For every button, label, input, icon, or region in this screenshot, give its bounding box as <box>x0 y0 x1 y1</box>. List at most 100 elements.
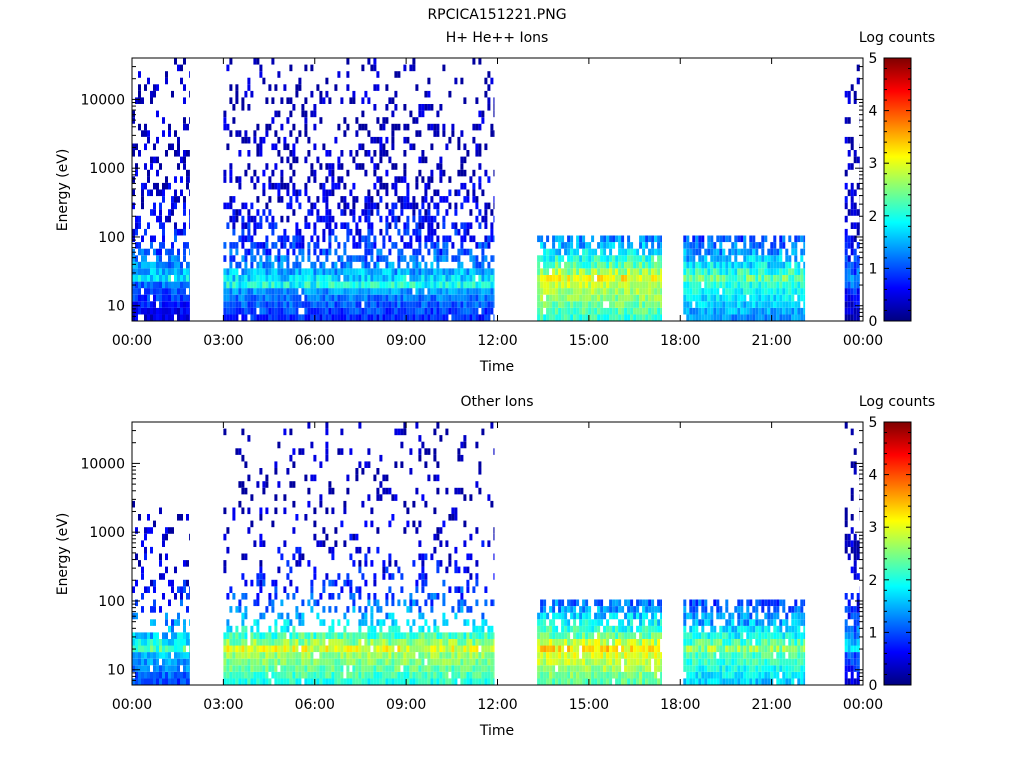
heatmap-cell <box>642 314 646 321</box>
heatmap-cell <box>430 606 434 613</box>
heatmap-cell <box>244 136 248 144</box>
heatmap-cell <box>788 307 792 315</box>
heatmap-cell <box>289 150 293 157</box>
heatmap-cell <box>244 294 248 302</box>
heatmap-cell <box>397 176 401 183</box>
heatmap-cell <box>463 441 467 449</box>
heatmap-cell <box>271 599 275 607</box>
heatmap-cell <box>298 248 302 256</box>
heatmap-cell <box>186 658 189 666</box>
heatmap-cell <box>579 658 583 666</box>
heatmap-cell <box>268 196 272 203</box>
heatmap-cell <box>561 235 565 243</box>
heatmap-cell <box>576 652 580 659</box>
heatmap-cell <box>698 281 702 289</box>
heatmap-cell <box>352 307 356 315</box>
heatmap-cell <box>627 268 631 275</box>
heatmap-cell <box>612 255 616 262</box>
heatmap-cell <box>165 268 168 275</box>
heatmap-cell <box>788 314 792 321</box>
heatmap-cell <box>600 268 604 275</box>
heatmap-cell <box>797 261 801 269</box>
heatmap-cell <box>451 639 455 646</box>
heatmap-cell <box>570 665 574 672</box>
heatmap-cell <box>180 288 183 295</box>
heatmap-cell <box>463 281 467 289</box>
heatmap-cell <box>549 248 553 256</box>
heatmap-cell <box>406 281 410 289</box>
heatmap-cell <box>319 182 323 190</box>
heatmap-cell <box>171 586 174 593</box>
heatmap-cell <box>144 275 147 282</box>
heatmap-cell <box>232 288 236 295</box>
heatmap-cell <box>445 301 449 308</box>
heatmap-cell <box>138 222 141 229</box>
heatmap-cell <box>171 242 174 249</box>
heatmap-cell <box>475 301 479 308</box>
colorbar-label: Log counts <box>859 394 935 410</box>
heatmap-cell <box>475 645 479 653</box>
heatmap-cell <box>788 235 792 243</box>
heatmap-cell <box>764 275 768 282</box>
heatmap-cell <box>573 665 577 672</box>
heatmap-cell <box>603 242 607 249</box>
heatmap-cell <box>349 228 353 236</box>
heatmap-cell <box>847 117 851 124</box>
heatmap-cell <box>442 678 446 685</box>
heatmap-cell <box>183 632 186 639</box>
heatmap-cell <box>268 665 272 672</box>
heatmap-cell <box>412 255 416 262</box>
heatmap-cell <box>232 514 236 521</box>
heatmap-cell <box>373 579 377 587</box>
heatmap-cell <box>472 275 476 282</box>
heatmap-cell <box>418 632 422 639</box>
heatmap-cell <box>543 665 547 672</box>
heatmap-cell <box>301 645 305 653</box>
heatmap-cell <box>448 176 452 183</box>
heatmap-cell <box>310 579 314 587</box>
heatmap-cell <box>141 182 144 190</box>
heatmap-cell <box>579 639 583 646</box>
heatmap-cell <box>457 281 461 289</box>
heatmap-cell <box>298 632 302 639</box>
heatmap-cell <box>334 222 338 229</box>
heatmap-cell <box>394 90 398 98</box>
heatmap-cell <box>319 619 323 626</box>
heatmap-cell <box>316 301 320 308</box>
heatmap-cell <box>698 235 702 243</box>
heatmap-cell <box>421 281 425 289</box>
heatmap-cell <box>229 248 233 256</box>
heatmap-cell <box>147 268 150 275</box>
heatmap-cell <box>850 189 854 197</box>
heatmap-cell <box>779 248 783 256</box>
heatmap-cell <box>409 235 413 243</box>
heatmap-cell <box>364 645 368 653</box>
heatmap-cell <box>253 645 257 653</box>
heatmap-cell <box>397 288 401 295</box>
heatmap-cell <box>475 314 479 321</box>
heatmap-cell <box>856 268 860 275</box>
heatmap-cell <box>265 294 269 302</box>
heatmap-cell <box>454 268 458 275</box>
heatmap-cell <box>367 645 371 653</box>
heatmap-cell <box>460 645 464 653</box>
heatmap-cell <box>247 222 251 229</box>
heatmap-cell <box>165 71 168 78</box>
heatmap-cell <box>579 632 583 639</box>
heatmap-cell <box>749 248 753 256</box>
heatmap-cell <box>147 632 150 639</box>
heatmap-cell <box>460 235 464 243</box>
heatmap-cell <box>277 110 281 118</box>
heatmap-cell <box>427 671 431 679</box>
heatmap-cell <box>403 307 407 315</box>
heatmap-cell <box>850 235 854 243</box>
heatmap-cell <box>406 606 410 613</box>
heatmap-cell <box>316 314 320 321</box>
heatmap-cell <box>478 294 482 302</box>
heatmap-cell <box>153 606 156 613</box>
heatmap-cell <box>135 527 138 534</box>
heatmap-cell <box>776 294 780 302</box>
heatmap-cell <box>262 248 266 256</box>
heatmap-cell <box>415 579 419 587</box>
heatmap-cell <box>552 652 556 659</box>
